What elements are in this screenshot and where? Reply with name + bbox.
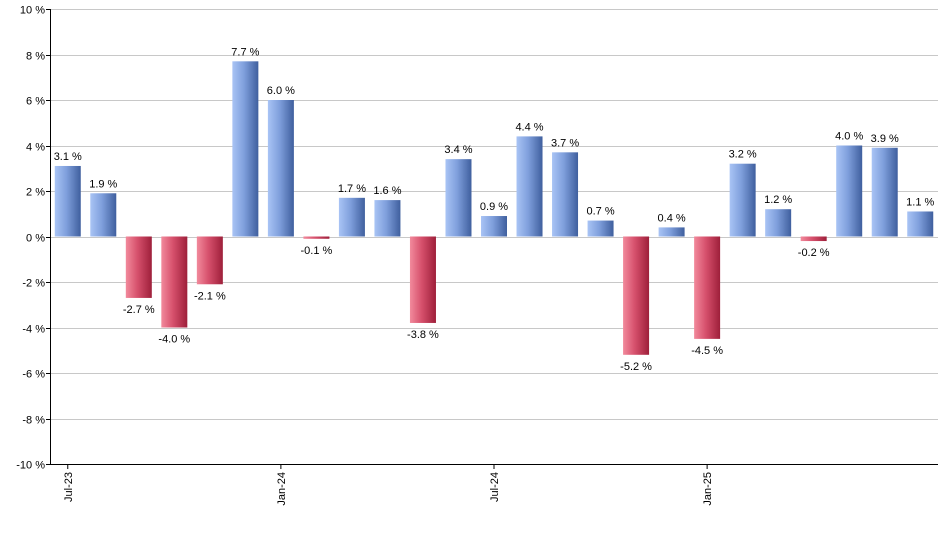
bar-negative <box>161 236 188 328</box>
bar-positive <box>729 163 756 237</box>
data-label: -2.7 % <box>123 304 155 316</box>
bar-positive <box>481 216 507 237</box>
y-tick-label: 2 % <box>26 187 45 199</box>
data-label: 0.9 % <box>480 201 508 213</box>
bar-negative <box>694 236 721 339</box>
y-tick-label: 6 % <box>26 96 45 108</box>
data-label: -2.1 % <box>194 290 226 302</box>
bar-positive <box>338 197 365 237</box>
x-tick-label: Jan-25 <box>702 472 714 506</box>
y-tick-label: -10 % <box>16 460 45 472</box>
bar-positive <box>90 193 117 237</box>
bar-positive <box>907 211 934 237</box>
data-label: -3.8 % <box>407 329 439 341</box>
bars <box>54 61 934 355</box>
data-label: 1.1 % <box>906 196 934 208</box>
bar-positive <box>871 147 898 237</box>
data-label: 1.9 % <box>89 178 117 190</box>
bar-negative <box>303 236 330 239</box>
data-label: 3.7 % <box>551 137 579 149</box>
x-tick-label: Jan-24 <box>276 472 288 506</box>
data-label: 0.4 % <box>658 212 686 224</box>
bar-positive <box>516 136 543 237</box>
data-label: -4.0 % <box>158 334 190 346</box>
data-label: 1.7 % <box>338 183 366 195</box>
x-axis-labels: Jul-23 Jan-24 Jul-24 Jan-25 <box>63 464 714 506</box>
bar-positive <box>552 152 579 237</box>
y-tick-label: -8 % <box>22 415 45 427</box>
data-label: 3.9 % <box>871 133 899 145</box>
y-tick-label: 4 % <box>26 142 45 154</box>
bar-negative <box>623 236 650 355</box>
bar-negative <box>800 236 827 242</box>
bar-negative <box>196 236 223 285</box>
data-label: 3.2 % <box>729 149 757 161</box>
data-label: 7.7 % <box>231 46 259 58</box>
data-label: 1.2 % <box>764 194 792 206</box>
data-labels: 3.1 % 1.9 % -2.7 % -4.0 % -2.1 % 7.7 % 6.0 % -0… <box>54 46 935 372</box>
data-label: 4.4 % <box>515 121 543 133</box>
data-label: 6.0 % <box>267 85 295 97</box>
x-tick-label: Jul-24 <box>489 472 501 502</box>
data-label: 3.4 % <box>444 144 472 156</box>
bar-positive <box>445 159 472 237</box>
bar-positive <box>232 61 259 237</box>
data-label: 1.6 % <box>373 185 401 197</box>
y-tick-label: 8 % <box>26 51 45 63</box>
bar-positive <box>587 220 614 237</box>
y-tick-label: -4 % <box>22 324 45 336</box>
data-label: -5.2 % <box>620 361 652 373</box>
bar-positive <box>658 227 685 237</box>
y-tick-label: 10 % <box>20 5 45 17</box>
y-tick-label: -6 % <box>22 369 45 381</box>
bar-positive <box>836 145 863 237</box>
data-label: 4.0 % <box>835 131 863 143</box>
y-axis-ticks: 10 % 8 % 6 % 4 % 2 % 0 % -2 % -4 % -6 % -8 % -10 % <box>16 5 50 472</box>
bar-positive <box>374 200 401 237</box>
data-label: -0.1 % <box>301 245 333 257</box>
data-label: -0.2 % <box>798 247 830 259</box>
bar-positive <box>765 209 792 237</box>
data-label: 3.1 % <box>54 151 82 163</box>
bar-positive <box>54 165 81 237</box>
bar-negative <box>125 236 152 298</box>
data-label: 0.7 % <box>586 206 614 218</box>
y-tick-label: 0 % <box>26 233 45 245</box>
bar-positive <box>267 100 294 237</box>
data-label: -4.5 % <box>691 345 723 357</box>
bar-negative <box>409 236 436 323</box>
x-tick-label: Jul-23 <box>63 472 75 502</box>
y-tick-label: -2 % <box>22 278 45 290</box>
